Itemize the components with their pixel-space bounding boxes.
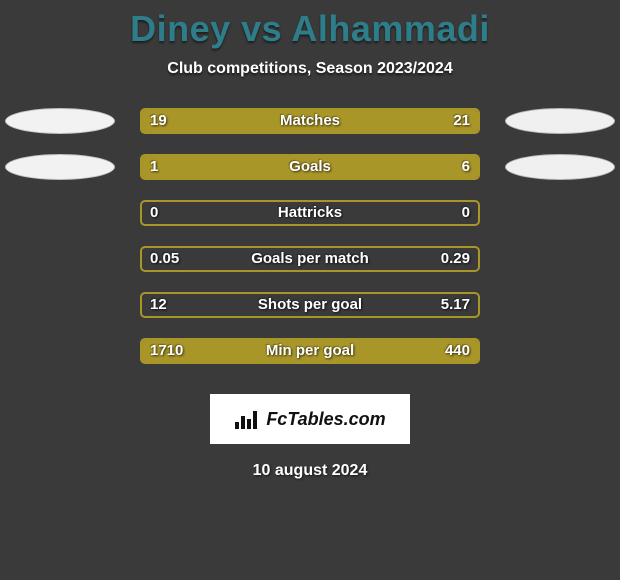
stat-row: Min per goal1710440 — [0, 338, 620, 384]
stat-row: Goals per match0.050.29 — [0, 246, 620, 292]
logo-bars-icon — [234, 408, 260, 430]
stat-bar-right — [409, 340, 478, 362]
stat-bar-track — [140, 154, 480, 180]
stat-bar-left — [142, 156, 202, 178]
stat-bar-left — [142, 340, 409, 362]
stat-bar-track — [140, 108, 480, 134]
stats-container: Matches1921Goals16Hattricks00Goals per m… — [0, 108, 620, 384]
team-left-ellipse — [5, 108, 115, 134]
stat-bar-track — [140, 200, 480, 226]
page-subtitle: Club competitions, Season 2023/2024 — [0, 60, 620, 78]
fctables-logo: FcTables.com — [210, 394, 410, 444]
stat-bar-track — [140, 246, 480, 272]
stat-row: Shots per goal125.17 — [0, 292, 620, 338]
page-title: Diney vs Alhammadi — [0, 0, 620, 50]
team-right-ellipse — [505, 154, 615, 180]
footer-date: 10 august 2024 — [0, 462, 620, 480]
stat-bar-left — [142, 110, 302, 132]
stat-bar-right — [202, 156, 478, 178]
stat-row: Goals16 — [0, 154, 620, 200]
stat-bar-right — [302, 110, 478, 132]
stat-row: Hattricks00 — [0, 200, 620, 246]
team-right-ellipse — [505, 108, 615, 134]
team-left-ellipse — [5, 154, 115, 180]
stat-bar-track — [140, 292, 480, 318]
stat-row: Matches1921 — [0, 108, 620, 154]
stat-bar-track — [140, 338, 480, 364]
logo-text: FcTables.com — [266, 409, 385, 430]
